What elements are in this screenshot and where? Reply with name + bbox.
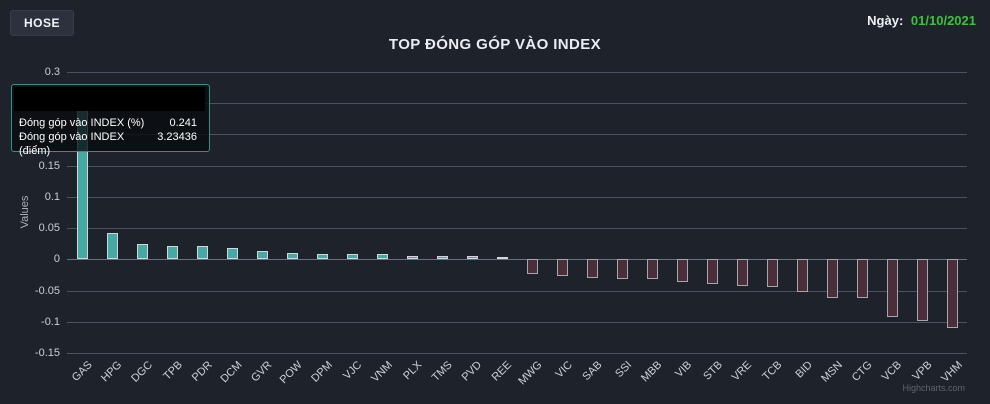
bar-MSN[interactable] [826,259,838,299]
tooltip-label: Đóng góp vào INDEX (điểm) [19,131,125,157]
bar-VJC[interactable] [346,254,358,260]
y-axis-label: -0.1 [41,315,60,328]
grid-line [67,259,967,261]
bar-HPG[interactable] [106,233,118,260]
x-axis-label: GAS [69,359,95,384]
x-axis-label: MSN [818,359,845,385]
tooltip-label: Đóng góp vào INDEX (%) [19,117,145,129]
y-axis-label: 0.15 [38,159,60,172]
bar-TCB[interactable] [766,259,778,288]
x-axis-label: VHM [938,359,965,385]
bar-PVD[interactable] [466,255,478,260]
chart-title: TOP ĐÓNG GÓP VÀO INDEX [388,36,602,53]
x-axis-label: VIB [673,359,695,381]
x-axis-label: POW [277,359,305,387]
x-axis-label: HPG [99,359,125,385]
bar-VNM[interactable] [376,254,388,260]
bar-MBB[interactable] [646,259,658,280]
grid-line [67,72,967,73]
bar-SSI[interactable] [616,259,628,279]
bar-CTG[interactable] [856,259,868,299]
x-axis-label: TCB [760,359,785,384]
x-axis-label: TMS [429,359,455,384]
date-label: Ngày: [867,13,904,28]
x-axis-label: REE [490,359,515,384]
chart-tooltip: Đóng góp vào INDEX (%) 0.241 Đóng góp và… [11,84,210,157]
date-display: Ngày: 01/10/2021 [867,13,976,28]
grid-line [67,134,967,136]
grid-line [67,196,967,198]
y-axis-label: 0.05 [38,222,60,235]
x-axis-label: PLX [401,359,425,383]
tooltip-row-percent: Đóng góp vào INDEX (%) 0.241 [19,116,197,130]
date-value: 01/10/2021 [910,13,976,28]
x-axis-label: MWG [516,359,545,388]
x-axis-label: BID [793,359,815,381]
x-axis-label: SSI [613,359,635,381]
grid-line [67,290,967,292]
exchange-hose-button[interactable]: HOSE [10,10,75,36]
bar-BID[interactable] [796,259,808,293]
y-axis-label: 0.1 [44,190,60,203]
tooltip-rows: Đóng góp vào INDEX (%) 0.241 Đóng góp và… [12,113,209,158]
bar-VIB[interactable] [676,259,688,282]
x-axis-label: MBB [639,359,665,385]
x-axis-label: DPM [308,359,335,385]
bar-DGC[interactable] [136,243,148,260]
bar-MWG[interactable] [526,259,538,275]
bar-PDR[interactable] [196,246,208,260]
bar-REE[interactable] [496,257,508,260]
tooltip-value: 3.23436 [157,131,197,143]
plot-area [67,72,967,354]
x-axis-label: VJC [341,359,365,383]
y-axis-label: 0 [53,253,60,266]
bar-VPB[interactable] [916,259,928,321]
highcharts-credits-link[interactable]: Highcharts.com [902,383,965,393]
y-axis-label: -0.15 [34,347,60,359]
grid-line [67,228,967,230]
grid-line [67,165,967,167]
tooltip-header [14,87,205,111]
x-axis-label: DCM [218,359,245,386]
bar-TPB[interactable] [166,245,178,260]
x-axis-label: VCB [880,359,905,384]
bar-SAB[interactable] [586,259,598,279]
bar-TMS[interactable] [436,255,448,260]
x-axis-label: VIC [553,359,575,381]
x-axis-label: GVR [249,359,275,385]
bar-VRE[interactable] [736,259,748,287]
tooltip-row-points: Đóng góp vào INDEX (điểm) 3.23436 [19,130,197,158]
x-axis-label: PDR [189,359,215,384]
x-axis-label: DGC [128,359,155,385]
grid-line [67,321,967,323]
x-axis-label: VRE [730,359,755,384]
tooltip-value: 0.241 [169,117,197,129]
x-axis-label: VPB [910,359,935,384]
bar-DPM[interactable] [316,253,328,260]
grid-line [67,353,967,354]
x-axis-label: STB [700,359,725,383]
bar-DCM[interactable] [226,248,238,260]
bar-POW[interactable] [286,253,298,260]
x-axis-label: TPB [160,359,185,383]
bar-VCB[interactable] [886,259,898,318]
bar-VHM[interactable] [946,259,958,329]
x-axis-label: SAB [580,359,605,384]
y-axis-label: 0.3 [44,66,60,78]
y-axis-label: -0.05 [34,284,60,297]
bar-STB[interactable] [706,259,718,284]
grid-line [67,103,967,105]
bar-GVR[interactable] [256,250,268,260]
x-axis-label: CTG [849,359,875,384]
x-axis-label: VNM [368,359,395,385]
bar-VIC[interactable] [556,259,568,277]
bar-PLX[interactable] [406,255,418,260]
x-axis-label: PVD [460,359,485,384]
